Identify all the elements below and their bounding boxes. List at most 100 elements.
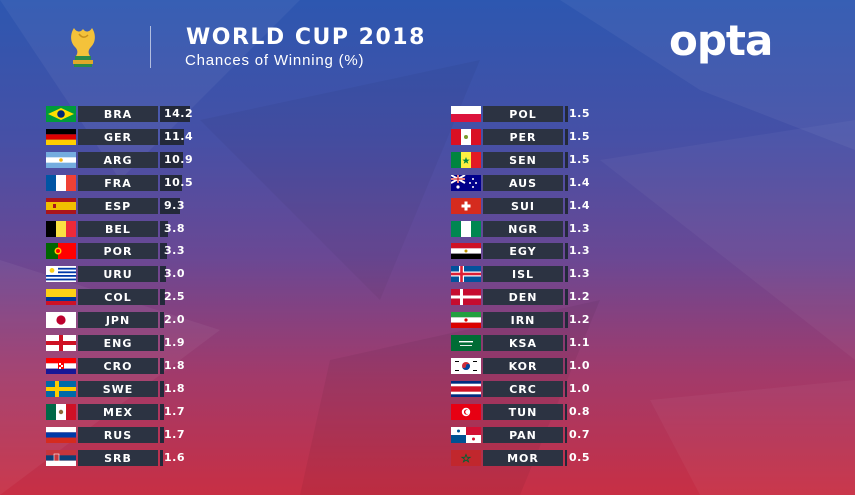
flag-sui-icon: [451, 198, 481, 214]
flag-pan-icon: [451, 427, 481, 443]
country-code: POL: [483, 106, 563, 122]
country-code: SWE: [78, 381, 158, 397]
bar-den: DEN 1.2: [451, 289, 601, 305]
bar-pan: PAN 0.7: [451, 427, 601, 443]
flag-cro-icon: [46, 358, 76, 374]
bar-jpn: JPN 2.0: [46, 312, 196, 328]
value-label: 0.8: [569, 405, 590, 418]
flag-egy-icon: [451, 243, 481, 259]
bar-fill: [565, 243, 568, 259]
bar-fill: [565, 404, 567, 420]
bar-fill: [565, 335, 568, 351]
value-label: 10.5: [164, 176, 194, 189]
flag-col-icon: [46, 289, 76, 305]
bar-pol: POL 1.5: [451, 106, 601, 122]
bar-fill: [160, 266, 167, 282]
bar-isl: ISL 1.3: [451, 266, 601, 282]
value-cell: 1.9: [160, 335, 196, 351]
flag-mor-icon: [451, 450, 481, 466]
country-code: KOR: [483, 358, 563, 374]
country-code: ISL: [483, 266, 563, 282]
flag-aus-icon: [451, 175, 481, 191]
bar-ger: GER 11.4: [46, 129, 196, 145]
flag-ksa-icon: [451, 335, 481, 351]
value-cell: 11.4: [160, 129, 196, 145]
value-label: 3.8: [164, 222, 185, 235]
value-label: 1.7: [164, 405, 185, 418]
country-code: FRA: [78, 175, 158, 191]
value-label: 14.2: [164, 107, 194, 120]
bar-col: COL 2.5: [46, 289, 196, 305]
country-code: CRC: [483, 381, 563, 397]
flag-irn-icon: [451, 312, 481, 328]
flag-por-icon: [46, 243, 76, 259]
bar-swe: SWE 1.8: [46, 381, 196, 397]
bar-mex: MEX 1.7: [46, 404, 196, 420]
country-code: CRO: [78, 358, 158, 374]
bar-fill: [160, 198, 180, 214]
value-cell: 1.4: [565, 175, 601, 191]
bar-fill: [160, 289, 166, 305]
value-cell: 2.5: [160, 289, 196, 305]
flag-uru-icon: [46, 266, 76, 282]
trophy-icon: [71, 28, 95, 67]
value-cell: 3.0: [160, 266, 196, 282]
flag-per-icon: [451, 129, 481, 145]
flag-rus-icon: [46, 427, 76, 443]
value-label: 2.0: [164, 313, 185, 326]
country-code: BRA: [78, 106, 158, 122]
country-code: URU: [78, 266, 158, 282]
bar-fill: [160, 106, 190, 122]
flag-arg-icon: [46, 152, 76, 168]
value-label: 1.4: [569, 199, 590, 212]
bar-fill: [565, 129, 569, 145]
bar-fill: [565, 266, 568, 282]
country-code: COL: [78, 289, 158, 305]
value-cell: 1.4: [565, 198, 601, 214]
value-cell: 1.8: [160, 381, 196, 397]
value-cell: 1.1: [565, 335, 601, 351]
value-cell: 14.2: [160, 106, 196, 122]
country-code: SUI: [483, 198, 563, 214]
value-cell: 1.5: [565, 152, 601, 168]
bar-sui: SUI 1.4: [451, 198, 601, 214]
country-code: ENG: [78, 335, 158, 351]
bar-ngr: NGR 1.3: [451, 221, 601, 237]
country-code: RUS: [78, 427, 158, 443]
bar-aus: AUS 1.4: [451, 175, 601, 191]
country-code: SRB: [78, 450, 158, 466]
bar-irn: IRN 1.2: [451, 312, 601, 328]
chart-subtitle: Chances of Winning (%): [185, 52, 365, 69]
bar-fill: [565, 289, 568, 305]
bar-kor: KOR 1.0: [451, 358, 601, 374]
flag-fra-icon: [46, 175, 76, 191]
country-code: JPN: [78, 312, 158, 328]
value-cell: 9.3: [160, 198, 196, 214]
flag-sen-icon: [451, 152, 481, 168]
country-code: BEL: [78, 221, 158, 237]
bar-fill: [565, 221, 568, 237]
flag-bel-icon: [46, 221, 76, 237]
flag-bra-icon: [46, 106, 76, 122]
country-code: KSA: [483, 335, 563, 351]
bar-fill: [160, 450, 164, 466]
value-cell: 1.7: [160, 427, 196, 443]
flag-crc-icon: [451, 381, 481, 397]
value-cell: 1.3: [565, 221, 601, 237]
value-label: 9.3: [164, 199, 185, 212]
bar-fill: [565, 381, 568, 397]
value-label: 1.8: [164, 382, 185, 395]
flag-jpn-icon: [46, 312, 76, 328]
value-cell: 0.5: [565, 450, 601, 466]
value-cell: 1.2: [565, 312, 601, 328]
bar-egy: EGY 1.3: [451, 243, 601, 259]
flag-esp-icon: [46, 198, 76, 214]
flag-ngr-icon: [451, 221, 481, 237]
value-label: 1.1: [569, 336, 590, 349]
bar-per: PER 1.5: [451, 129, 601, 145]
value-label: 1.5: [569, 107, 590, 120]
bar-fill: [565, 106, 569, 122]
flag-srb-icon: [46, 450, 76, 466]
value-cell: 1.3: [565, 266, 601, 282]
bar-fill: [160, 358, 164, 374]
